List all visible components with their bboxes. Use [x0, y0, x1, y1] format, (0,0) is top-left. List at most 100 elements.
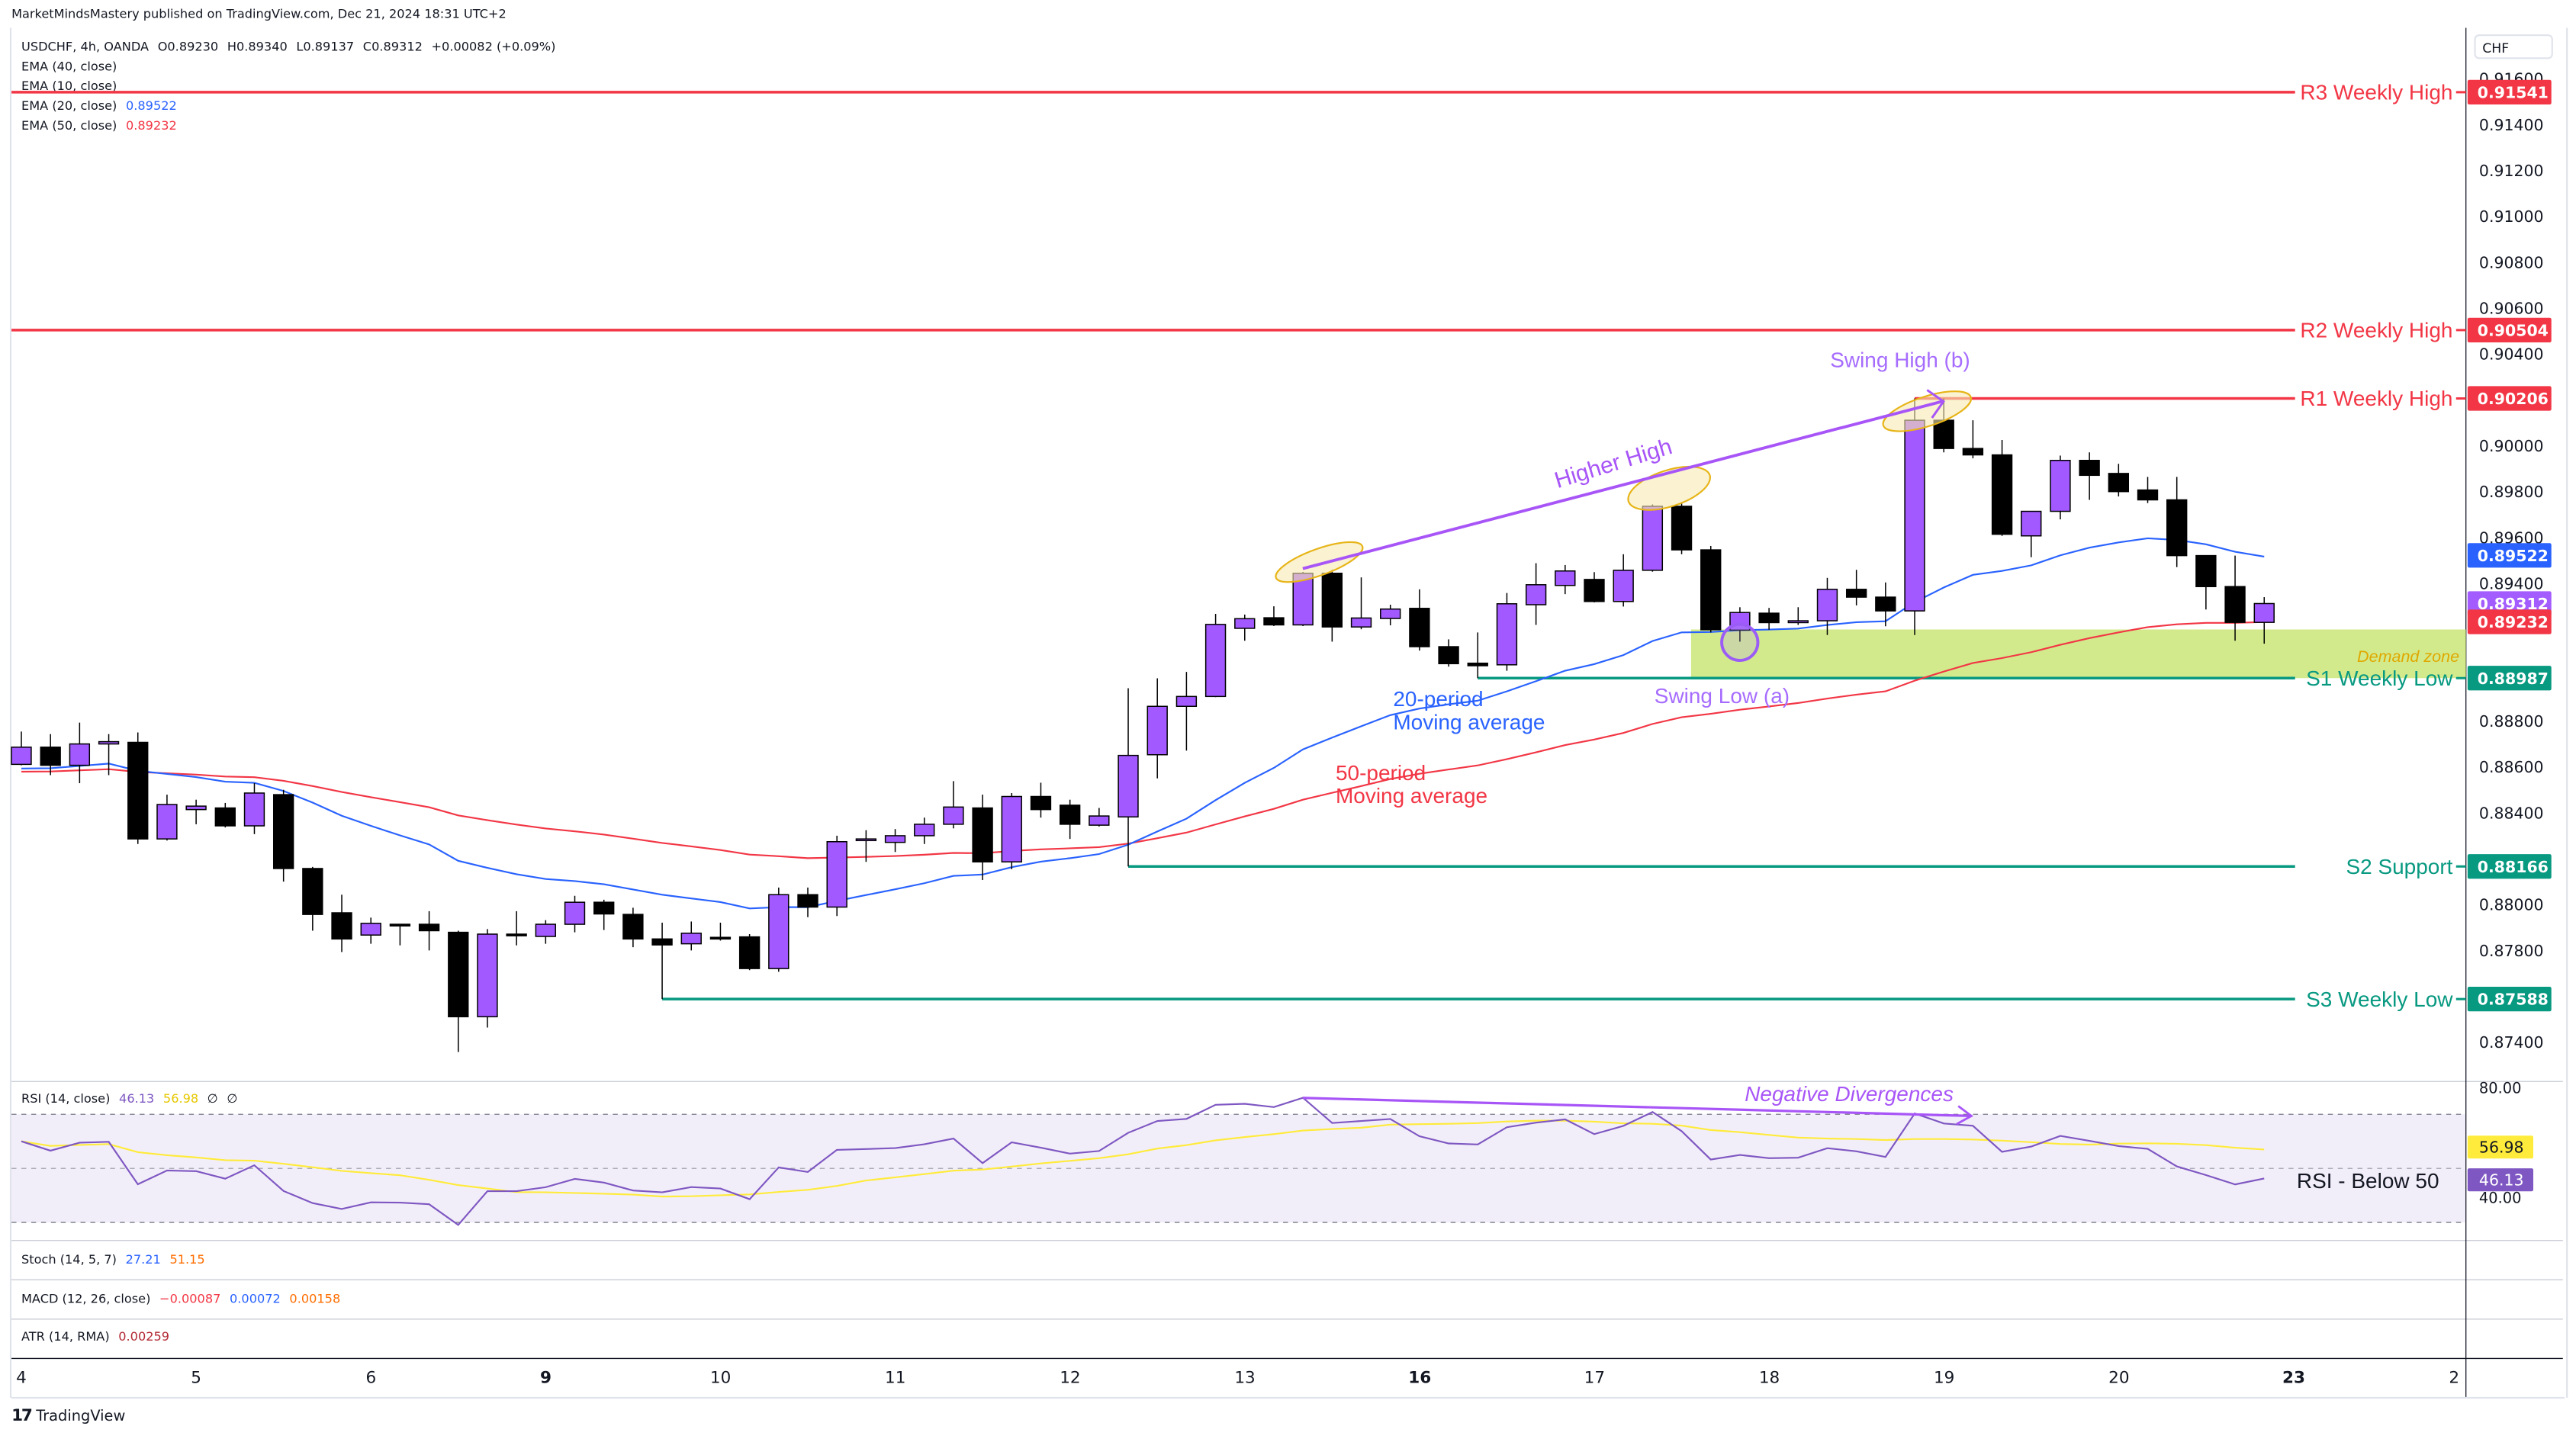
candle[interactable] [1350, 577, 1372, 630]
candle[interactable] [2166, 477, 2188, 567]
candle[interactable] [331, 894, 352, 952]
candle[interactable] [884, 829, 906, 853]
candle[interactable] [680, 921, 702, 951]
candle[interactable] [943, 781, 964, 829]
candle[interactable] [1904, 398, 1925, 635]
symbol-legend[interactable]: USDCHF, 4h, OANDA O0.89230 H0.89340 L0.8… [21, 40, 561, 54]
candle[interactable] [1671, 503, 1693, 554]
candle[interactable] [1321, 570, 1343, 642]
candle[interactable] [2021, 510, 2042, 557]
candle[interactable] [1962, 420, 1984, 459]
candle[interactable] [1175, 672, 1198, 751]
candle[interactable] [914, 817, 935, 844]
candle[interactable] [40, 734, 61, 776]
candle[interactable] [593, 899, 615, 930]
ema50-legend[interactable]: EMA (50, close) 0.89232 [21, 118, 182, 133]
currency-button[interactable]: CHF [2474, 34, 2553, 59]
candle[interactable] [1584, 572, 1605, 602]
price-tag-text: 0.87588 [2478, 991, 2549, 1009]
candle[interactable] [1525, 563, 1547, 625]
candle[interactable] [360, 917, 381, 944]
price-tag [2467, 609, 2552, 634]
price-tick: 0.91000 [2479, 207, 2544, 226]
candle[interactable] [1816, 577, 1838, 635]
candle[interactable] [855, 830, 877, 862]
candle-body-up [535, 923, 557, 937]
rsi-divergence-line[interactable] [1302, 1097, 1972, 1118]
candle[interactable] [1875, 582, 1896, 627]
candle[interactable] [11, 731, 32, 766]
candle[interactable] [2253, 597, 2275, 644]
atr-legend[interactable]: ATR (14, RMA) 0.00259 [21, 1329, 175, 1344]
stoch-legend[interactable]: Stoch (14, 5, 7) 27.21 51.15 [21, 1252, 210, 1267]
candle[interactable] [418, 910, 440, 951]
time-axis-label: 19 [1934, 1369, 1954, 1388]
candle[interactable] [1234, 614, 1256, 641]
price-tag-text: 0.91541 [2478, 83, 2549, 101]
ema40-legend[interactable]: EMA (40, close) [21, 59, 117, 74]
candle[interactable] [1263, 606, 1285, 626]
candle[interactable] [1089, 808, 1110, 827]
ma20-label-line2: Moving average [1393, 710, 1545, 734]
candle[interactable] [1787, 607, 1809, 625]
candle[interactable] [1030, 782, 1052, 818]
candle[interactable] [1204, 614, 1227, 698]
candle[interactable] [1758, 608, 1780, 630]
candle[interactable] [1700, 545, 1722, 633]
ema20-legend[interactable]: EMA (20, close) 0.89522 [21, 98, 182, 113]
candle[interactable] [1438, 639, 1459, 667]
candle[interactable] [477, 929, 498, 1028]
candle[interactable] [738, 934, 761, 971]
candle[interactable] [768, 887, 790, 972]
candle[interactable] [1991, 439, 2013, 536]
candle[interactable] [1613, 554, 1634, 607]
candle[interactable] [1642, 504, 1664, 572]
candle[interactable] [1118, 688, 1139, 867]
macd-legend[interactable]: MACD (12, 26, close) −0.00087 0.00072 0.… [21, 1291, 346, 1306]
candle[interactable] [243, 783, 265, 834]
candle-body-up [1001, 795, 1022, 862]
candle[interactable] [564, 895, 586, 933]
higher-high-trendline[interactable] [1302, 400, 1943, 570]
candle[interactable] [709, 922, 732, 941]
candle[interactable] [214, 802, 236, 828]
candle[interactable] [972, 795, 993, 881]
candle[interactable] [651, 922, 673, 1000]
candle[interactable] [302, 866, 323, 931]
candle[interactable] [2224, 555, 2246, 641]
candle[interactable] [797, 887, 818, 917]
candle[interactable] [2050, 455, 2071, 520]
candle[interactable] [1409, 589, 1430, 651]
candle[interactable] [2137, 477, 2159, 503]
candle[interactable] [127, 732, 149, 844]
candle-body-down [651, 938, 673, 946]
candle[interactable] [69, 722, 91, 784]
candle[interactable] [622, 907, 644, 948]
candle[interactable] [1467, 632, 1488, 679]
candle[interactable] [272, 789, 294, 882]
candle[interactable] [1380, 604, 1401, 626]
candle[interactable] [1001, 792, 1022, 869]
demand-zone[interactable] [1690, 629, 2466, 679]
candle[interactable] [1845, 570, 1867, 605]
candle[interactable] [2195, 554, 2217, 610]
candle[interactable] [1496, 593, 1518, 671]
ema10-legend[interactable]: EMA (10, close) [21, 79, 117, 94]
candle[interactable] [506, 910, 527, 946]
candle[interactable] [2108, 464, 2130, 496]
candle[interactable] [98, 734, 120, 776]
candle[interactable] [1555, 564, 1576, 595]
candle[interactable] [1146, 678, 1168, 779]
candle[interactable] [185, 799, 207, 824]
tradingview-logo[interactable]: 17 TradingView [11, 1408, 125, 1426]
candle[interactable] [1292, 571, 1314, 626]
candle[interactable] [535, 920, 557, 944]
candle[interactable] [2079, 452, 2100, 500]
candle[interactable] [826, 835, 847, 917]
rsi-legend[interactable]: RSI (14, close) 46.13 56.98 ∅ ∅ [21, 1091, 243, 1106]
candle[interactable] [389, 923, 411, 946]
candle[interactable] [448, 930, 469, 1052]
candle[interactable] [156, 795, 178, 841]
candle[interactable] [1059, 799, 1081, 840]
